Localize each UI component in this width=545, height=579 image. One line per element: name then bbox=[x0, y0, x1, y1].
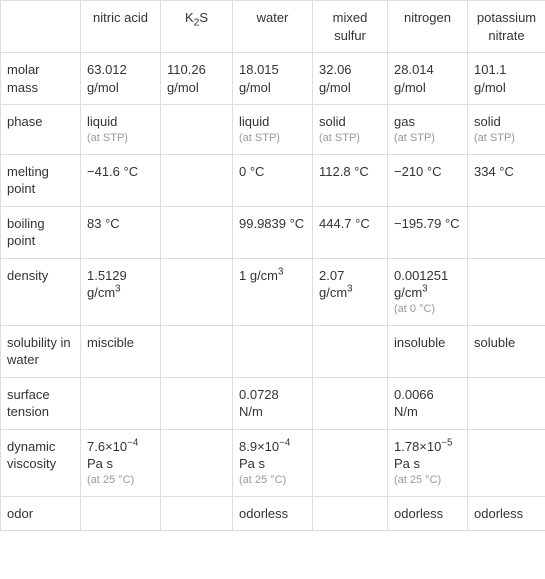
data-cell bbox=[468, 429, 545, 496]
data-cell: 0.0728 N/m bbox=[233, 377, 313, 429]
data-cell bbox=[161, 206, 233, 258]
data-cell bbox=[161, 325, 233, 377]
table-row: phaseliquid(at STP)liquid(at STP)solid(a… bbox=[1, 105, 545, 154]
table-row: dynamic viscosity7.6×10−4 Pa s(at 25 °C)… bbox=[1, 429, 545, 496]
row-label: molar mass bbox=[1, 53, 81, 105]
table-body: molar mass63.012 g/mol110.26 g/mol18.015… bbox=[1, 53, 545, 531]
data-cell bbox=[161, 258, 233, 325]
data-cell: 0.001251 g/cm3(at 0 °C) bbox=[388, 258, 468, 325]
row-label: boiling point bbox=[1, 206, 81, 258]
table-row: melting point−41.6 °C 0 °C112.8 °C−210 °C… bbox=[1, 154, 545, 206]
data-cell bbox=[313, 429, 388, 496]
data-cell: 1.5129 g/cm3 bbox=[81, 258, 161, 325]
data-cell: 2.07 g/cm3 bbox=[313, 258, 388, 325]
header-blank bbox=[1, 1, 81, 53]
data-cell: 83 °C bbox=[81, 206, 161, 258]
data-cell: 18.015 g/mol bbox=[233, 53, 313, 105]
data-cell: 28.014 g/mol bbox=[388, 53, 468, 105]
data-cell bbox=[81, 496, 161, 531]
data-cell: 110.26 g/mol bbox=[161, 53, 233, 105]
table-row: density1.5129 g/cm3 1 g/cm32.07 g/cm30.00… bbox=[1, 258, 545, 325]
data-cell: soluble bbox=[468, 325, 545, 377]
data-cell: 7.6×10−4 Pa s(at 25 °C) bbox=[81, 429, 161, 496]
data-cell: 0.0066 N/m bbox=[388, 377, 468, 429]
data-cell: 334 °C bbox=[468, 154, 545, 206]
data-cell: −210 °C bbox=[388, 154, 468, 206]
row-label: odor bbox=[1, 496, 81, 531]
data-cell: odorless bbox=[468, 496, 545, 531]
table-row: odorodorlessodorlessodorless bbox=[1, 496, 545, 531]
header-cell: nitrogen bbox=[388, 1, 468, 53]
data-cell: liquid(at STP) bbox=[81, 105, 161, 154]
data-cell bbox=[161, 429, 233, 496]
data-cell: odorless bbox=[388, 496, 468, 531]
data-cell bbox=[81, 377, 161, 429]
data-cell: 112.8 °C bbox=[313, 154, 388, 206]
row-label: dynamic viscosity bbox=[1, 429, 81, 496]
row-label: phase bbox=[1, 105, 81, 154]
header-cell: K2S bbox=[161, 1, 233, 53]
data-cell bbox=[233, 325, 313, 377]
table-row: solubility in watermiscible insolublesolu… bbox=[1, 325, 545, 377]
header-cell: water bbox=[233, 1, 313, 53]
data-cell: 444.7 °C bbox=[313, 206, 388, 258]
properties-table: nitric acid K2S water mixed sulfur nitro… bbox=[0, 0, 545, 531]
data-cell bbox=[468, 206, 545, 258]
data-cell bbox=[161, 496, 233, 531]
data-cell: 1.78×10−5 Pa s(at 25 °C) bbox=[388, 429, 468, 496]
data-cell: solid(at STP) bbox=[313, 105, 388, 154]
header-row: nitric acid K2S water mixed sulfur nitro… bbox=[1, 1, 545, 53]
data-cell: odorless bbox=[233, 496, 313, 531]
data-cell: 101.1 g/mol bbox=[468, 53, 545, 105]
table-row: molar mass63.012 g/mol110.26 g/mol18.015… bbox=[1, 53, 545, 105]
data-cell bbox=[313, 377, 388, 429]
data-cell bbox=[161, 377, 233, 429]
data-cell: gas(at STP) bbox=[388, 105, 468, 154]
row-label: surface tension bbox=[1, 377, 81, 429]
row-label: solubility in water bbox=[1, 325, 81, 377]
data-cell bbox=[161, 105, 233, 154]
data-cell: insoluble bbox=[388, 325, 468, 377]
data-cell: 0 °C bbox=[233, 154, 313, 206]
data-cell bbox=[161, 154, 233, 206]
header-cell: nitric acid bbox=[81, 1, 161, 53]
data-cell: 1 g/cm3 bbox=[233, 258, 313, 325]
data-cell: −195.79 °C bbox=[388, 206, 468, 258]
data-cell: 32.06 g/mol bbox=[313, 53, 388, 105]
data-cell: miscible bbox=[81, 325, 161, 377]
data-cell: −41.6 °C bbox=[81, 154, 161, 206]
table-row: boiling point83 °C 99.9839 °C444.7 °C−195… bbox=[1, 206, 545, 258]
header-cell: potassium nitrate bbox=[468, 1, 545, 53]
data-cell: 8.9×10−4 Pa s(at 25 °C) bbox=[233, 429, 313, 496]
header-cell: mixed sulfur bbox=[313, 1, 388, 53]
data-cell bbox=[313, 496, 388, 531]
data-cell: 63.012 g/mol bbox=[81, 53, 161, 105]
data-cell: liquid(at STP) bbox=[233, 105, 313, 154]
data-cell bbox=[468, 377, 545, 429]
data-cell: 99.9839 °C bbox=[233, 206, 313, 258]
row-label: melting point bbox=[1, 154, 81, 206]
row-label: density bbox=[1, 258, 81, 325]
data-cell bbox=[313, 325, 388, 377]
data-cell bbox=[468, 258, 545, 325]
table-row: surface tension 0.0728 N/m 0.0066 N/m bbox=[1, 377, 545, 429]
data-cell: solid(at STP) bbox=[468, 105, 545, 154]
